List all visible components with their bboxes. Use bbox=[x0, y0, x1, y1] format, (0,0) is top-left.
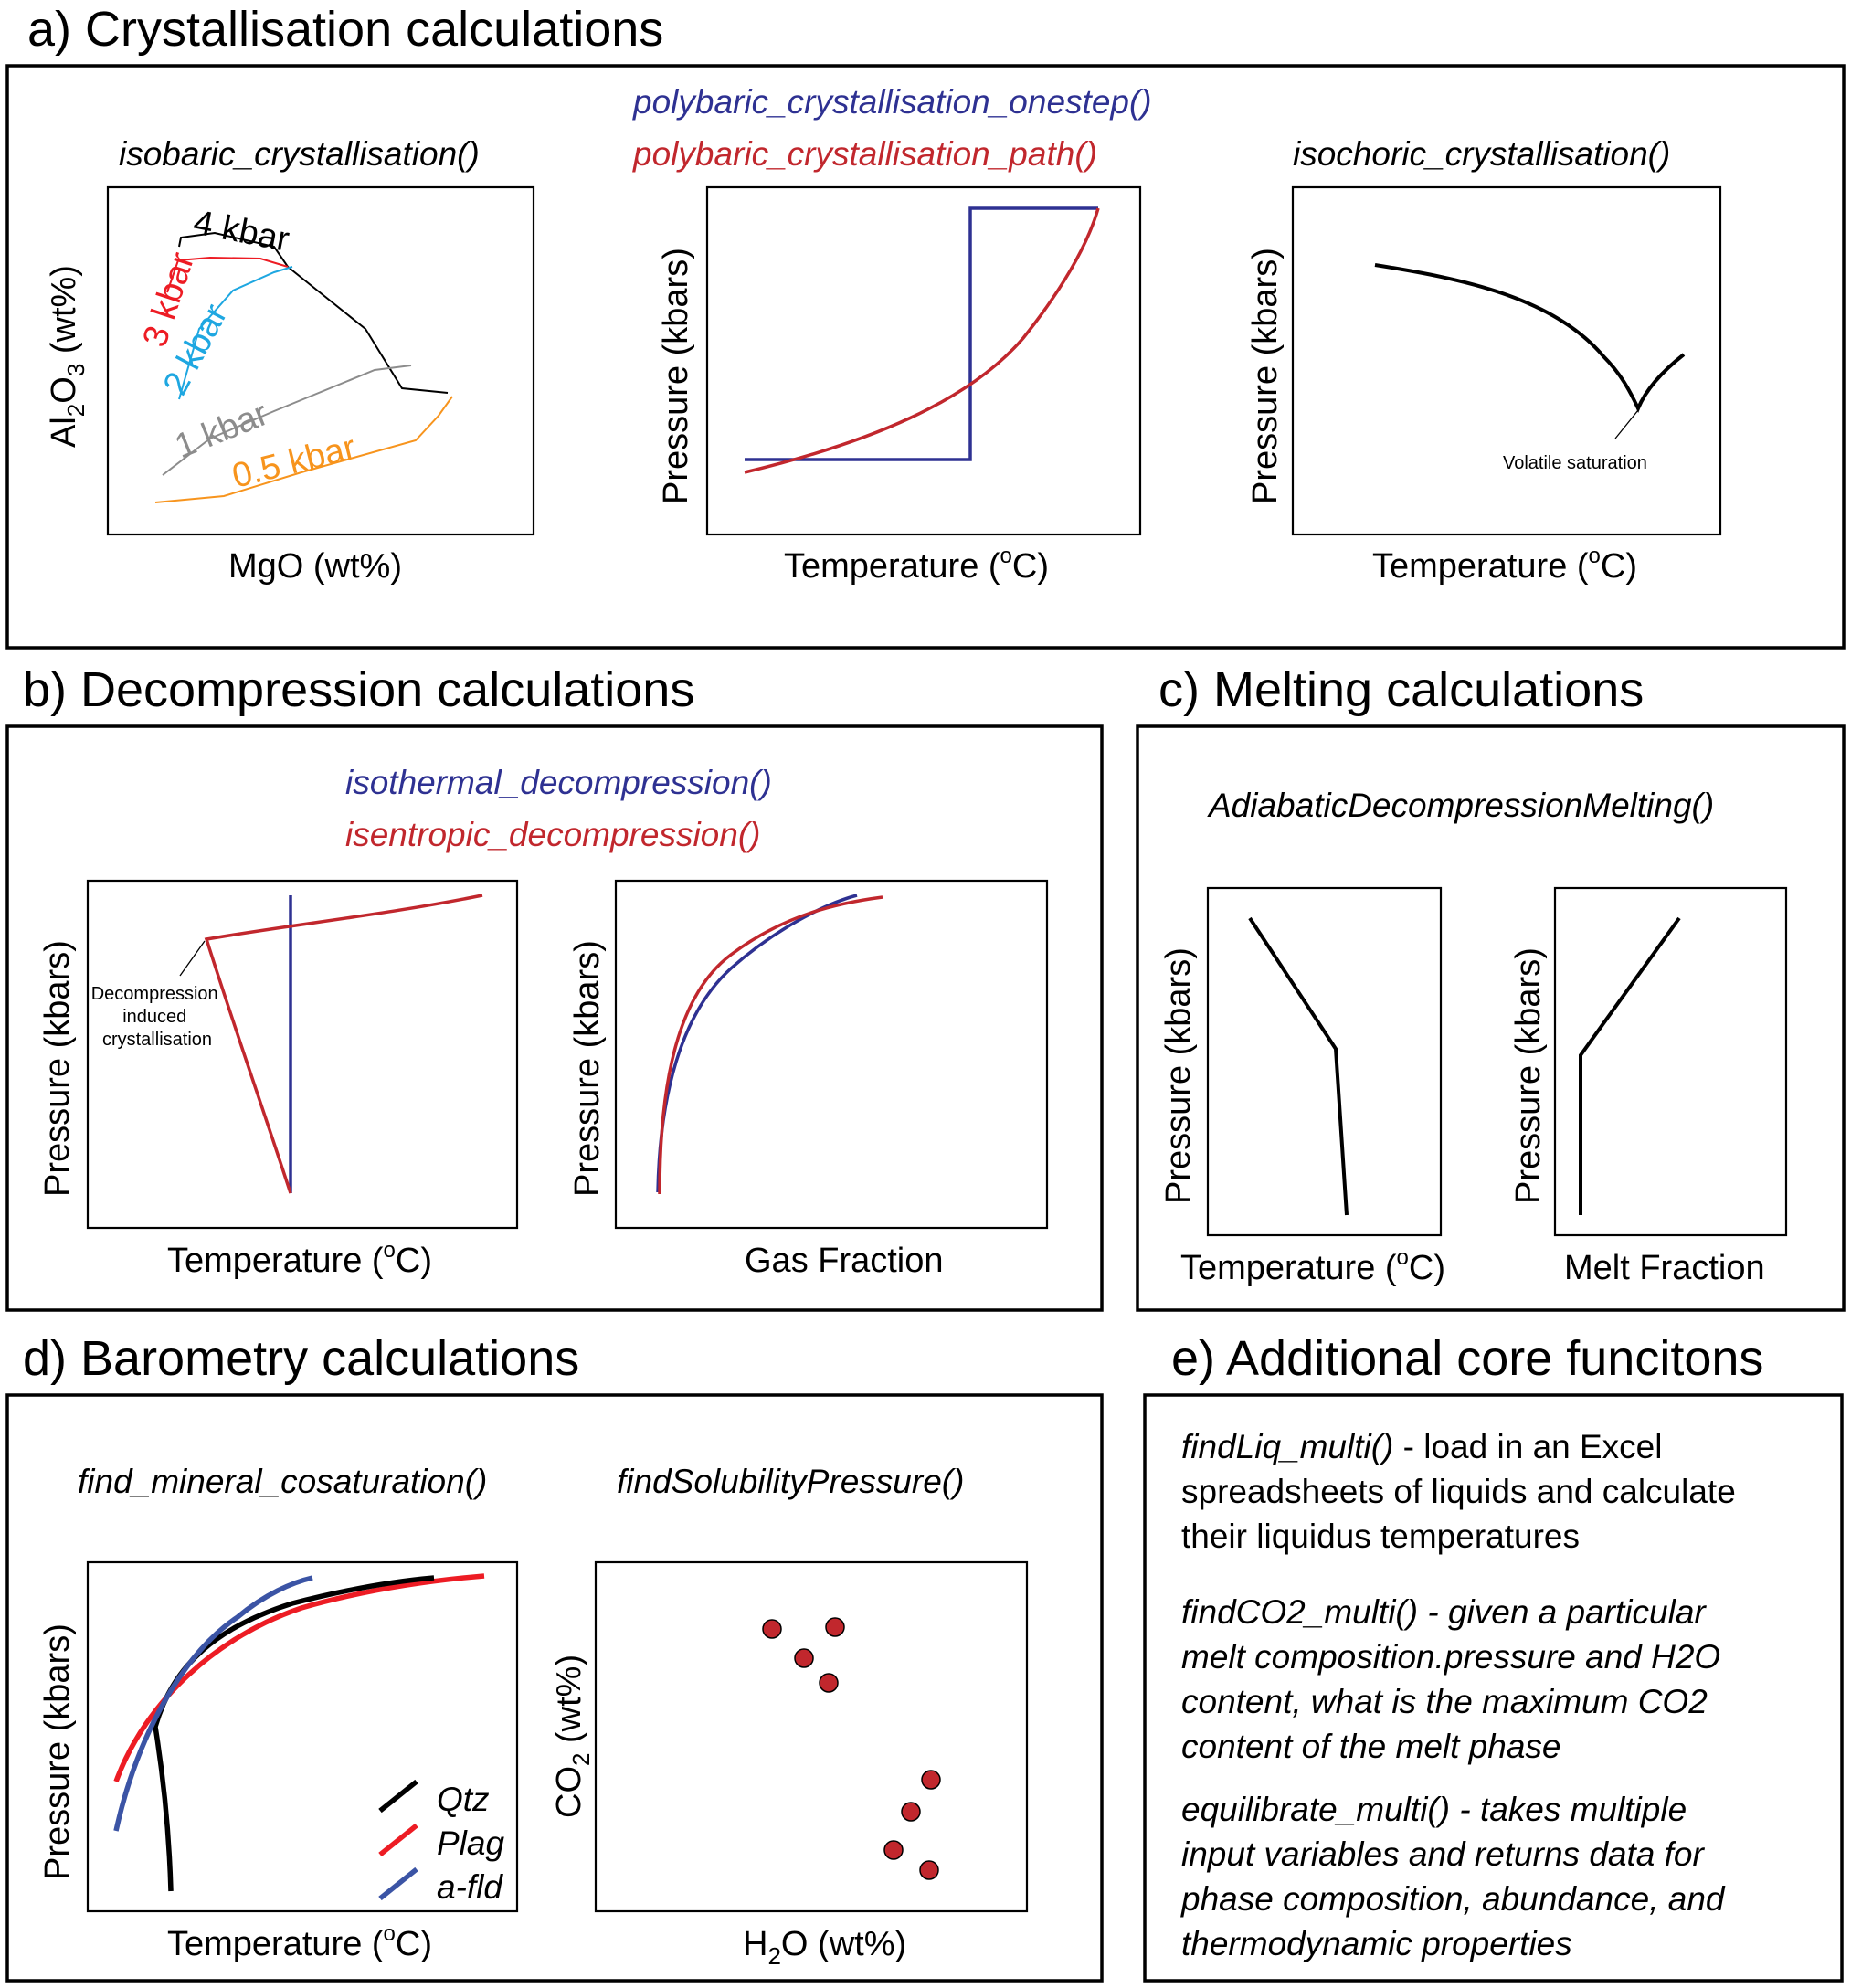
section-e-frame bbox=[1143, 1393, 1844, 1983]
decompression-annotation: Decompression induced crystallisation bbox=[91, 984, 224, 1050]
curve-4kbar bbox=[178, 231, 449, 394]
solubility-xlabel: H2O (wt%) bbox=[743, 1925, 906, 1970]
legend-afld-label: a-fld bbox=[437, 1868, 503, 1906]
adiabatic-fn-label: AdiabaticDecompressionMelting() bbox=[1207, 787, 1714, 824]
decompression-pointer bbox=[179, 940, 206, 977]
cosaturation-xlabel: Temperature (oC) bbox=[167, 1921, 432, 1963]
cosaturation-ylabel: Pressure (kbars) bbox=[38, 1623, 77, 1880]
isothermal-fn-label: isothermal_decompression() bbox=[345, 764, 772, 801]
decomp-gas-ylabel: Pressure (kbars) bbox=[568, 940, 607, 1197]
polybaric-path-fn-label: polybaric_crystallisation_path() bbox=[632, 135, 1097, 173]
afld-curve bbox=[113, 1575, 313, 1832]
polybaric-xlabel: Temperature (oC) bbox=[784, 544, 1049, 586]
legend-afld-swatch bbox=[378, 1866, 418, 1901]
section-b-frame bbox=[5, 724, 1104, 1312]
solubility-point bbox=[819, 1673, 839, 1693]
cosaturation-fn-label: find_mineral_cosaturation() bbox=[78, 1463, 487, 1500]
solubility-fn-label: findSolubilityPressure() bbox=[617, 1463, 964, 1500]
decomp-temp-ylabel: Pressure (kbars) bbox=[38, 940, 77, 1197]
isothermal-gas-curve bbox=[656, 894, 858, 1193]
solubility-point bbox=[919, 1860, 939, 1880]
section-a-title: a) Crystallisation calculations bbox=[27, 2, 663, 57]
isochoric-plot-area bbox=[1291, 185, 1722, 536]
plag-curve bbox=[113, 1573, 485, 1782]
isentropic-fn-label: isentropic_decompression() bbox=[345, 816, 760, 853]
solubility-point bbox=[794, 1648, 814, 1668]
curve-05kbar bbox=[154, 396, 453, 503]
solubility-plot-area bbox=[594, 1560, 1029, 1913]
melting-temp-curve bbox=[1248, 916, 1349, 1216]
solubility-points bbox=[762, 1617, 941, 1880]
decomp-gas-xlabel: Gas Fraction bbox=[745, 1242, 944, 1280]
isentropic-gas-curve bbox=[658, 895, 883, 1195]
isobaric-ylabel: Al2O3 (wt%) bbox=[45, 265, 90, 448]
melting-temp-ylabel: Pressure (kbars) bbox=[1159, 947, 1198, 1204]
polybaric-onestep-fn-label: polybaric_crystallisation_onestep() bbox=[632, 83, 1152, 121]
melting-fraction-xlabel: Melt Fraction bbox=[1564, 1249, 1765, 1287]
melting-fraction-plot-area bbox=[1553, 886, 1788, 1237]
findliq-description: findLiq_multi() - load in an Excel sprea… bbox=[1181, 1428, 1745, 1555]
section-e-title: e) Additional core funcitons bbox=[1171, 1331, 1763, 1386]
solubility-point bbox=[762, 1619, 782, 1639]
solubility-point bbox=[901, 1802, 921, 1822]
section-d-frame bbox=[5, 1393, 1104, 1983]
solubility-ylabel: CO2 (wt%) bbox=[550, 1655, 595, 1818]
section-b-title: b) Decompression calculations bbox=[23, 662, 694, 717]
isochoric-xlabel: Temperature (oC) bbox=[1372, 544, 1637, 586]
isentropic-curve bbox=[204, 894, 483, 1194]
section-c-frame bbox=[1136, 724, 1846, 1312]
melting-fraction-ylabel: Pressure (kbars) bbox=[1509, 947, 1548, 1204]
isobaric-plot-area bbox=[106, 185, 535, 536]
isobaric-curves bbox=[154, 231, 453, 503]
isochoric-curve bbox=[1374, 263, 1686, 413]
volatile-saturation-annotation: Volatile saturation bbox=[1503, 453, 1647, 473]
isobaric-xlabel: MgO (wt%) bbox=[228, 547, 402, 586]
isochoric-fn-label: isochoric_crystallisation() bbox=[1293, 135, 1670, 173]
solubility-point bbox=[825, 1617, 845, 1637]
melting-fraction-curve bbox=[1579, 916, 1681, 1215]
decomp-temp-plot-area bbox=[86, 879, 519, 1230]
curve-2kbar bbox=[178, 266, 293, 400]
melting-temp-plot-area bbox=[1206, 886, 1443, 1237]
polybaric-plot-area bbox=[705, 185, 1142, 536]
curve-3kbar bbox=[166, 256, 289, 293]
curve-1kbar bbox=[162, 365, 412, 476]
decomp-temp-xlabel: Temperature (oC) bbox=[167, 1238, 432, 1280]
melting-temp-xlabel: Temperature (oC) bbox=[1180, 1245, 1445, 1287]
legend-plag-swatch bbox=[378, 1823, 418, 1857]
onestep-curve bbox=[745, 206, 1098, 461]
isobaric-fn-label: isobaric_crystallisation() bbox=[119, 135, 480, 173]
section-c-title: c) Melting calculations bbox=[1158, 662, 1644, 717]
decomp-gas-plot-area bbox=[614, 879, 1049, 1230]
polybaric-ylabel: Pressure (kbars) bbox=[657, 248, 695, 504]
section-a-frame bbox=[5, 64, 1846, 650]
findco2-description: findCO2_multi() - given a particular mel… bbox=[1181, 1593, 1730, 1765]
legend-plag-label: Plag bbox=[437, 1824, 504, 1862]
equilibrate-description: equilibrate_multi() - takes multiple inp… bbox=[1180, 1791, 1734, 1962]
label-4kbar: 4 kbar bbox=[190, 204, 292, 259]
path-curve bbox=[744, 207, 1100, 474]
legend-qtz-label: Qtz bbox=[437, 1781, 490, 1818]
isochoric-ylabel: Pressure (kbars) bbox=[1246, 248, 1285, 504]
cosaturation-plot-area bbox=[86, 1560, 519, 1913]
solubility-point bbox=[921, 1770, 941, 1790]
section-d-title: d) Barometry calculations bbox=[23, 1331, 579, 1386]
legend-qtz-swatch bbox=[378, 1779, 418, 1814]
solubility-point bbox=[883, 1840, 904, 1860]
volatile-saturation-pointer bbox=[1614, 409, 1639, 439]
